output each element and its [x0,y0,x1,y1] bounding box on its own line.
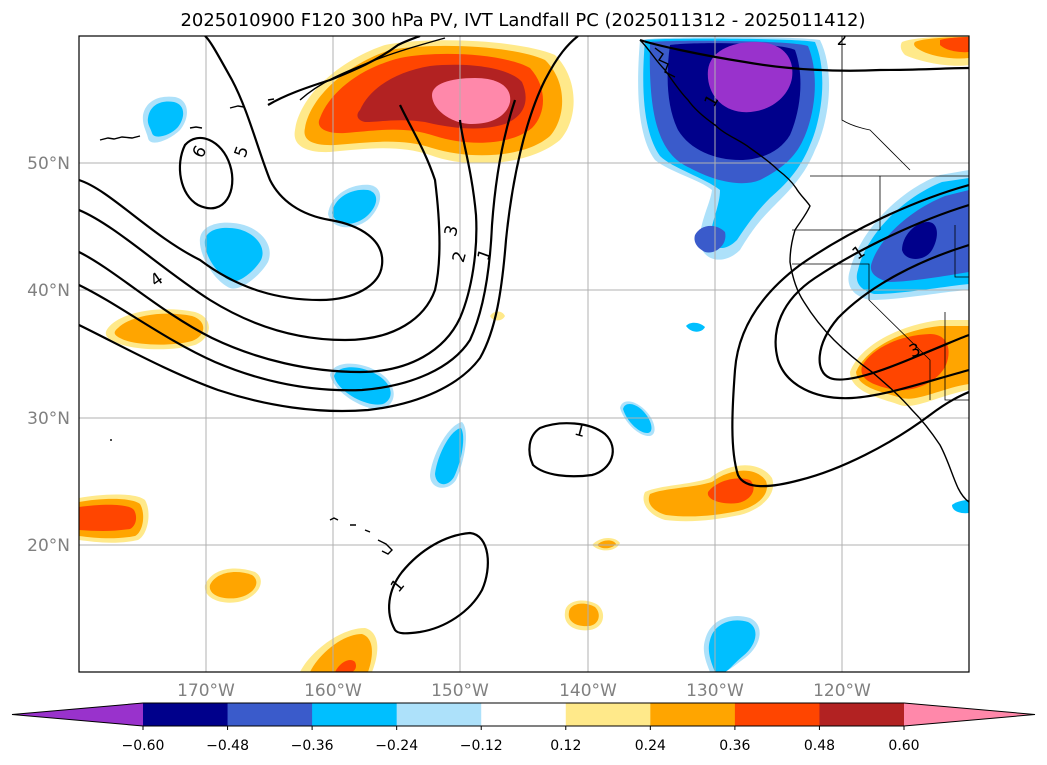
colorbar-tick-label: −0.48 [206,738,249,754]
contour-line [528,422,614,478]
contour-line [178,136,234,210]
colorbar-tick-label: 0.48 [804,738,835,754]
colorbar-tick-label: −0.60 [122,738,165,754]
pv-negative-region [708,620,756,672]
longitude-labels: 170°W 160°W 150°W 140°W 130°W 120°W [177,681,871,701]
map-title: 2025010900 F120 300 hPa PV, IVT Landfall… [180,10,865,31]
colorbar-segment [143,703,229,726]
coastline-islands [189,98,275,129]
colorbar: −0.60 −0.48 −0.36 −0.24 −0.12 0.12 0.24 0.36 0.4… [11,702,1036,754]
contour-line [79,104,441,342]
pv-negative-region [694,225,726,253]
colorbar-segment [396,703,482,726]
lon-label: 140°W [559,681,617,701]
ivt-contours [79,36,969,635]
lon-label: 160°W [304,681,362,701]
lon-label: 170°W [177,681,235,701]
graticule [79,36,969,672]
colorbar-segment [227,703,313,726]
contour-label: 1 [474,246,496,263]
colorbar-tick-label: −0.36 [291,738,334,754]
pv-negative-region [147,101,184,137]
pv-negative-region [204,227,263,282]
contour-label: 3 [441,223,463,239]
lat-label: 40°N [27,281,70,301]
colorbar-tick-label: −0.12 [460,738,503,754]
pv-negative-region [435,428,464,485]
colorbar-segment [650,703,736,726]
border-states [792,229,931,400]
border-states-2 [879,176,969,278]
contour-label: 2 [837,30,848,50]
map-panel: 6 5 4 3 2 1 1 1 1 2 3 1 [79,30,969,672]
coastline-aleutians [99,135,141,141]
colorbar-segment [312,703,398,726]
colorbar-tick-label: 0.36 [719,738,750,754]
pv-positive-region [432,78,511,124]
contour-line [79,36,579,413]
pv-negative-region [623,403,652,434]
pv-positive-region [707,478,754,504]
pv-positive-region [310,634,372,672]
contour-label: 1 [572,420,588,442]
colorbar-segment [734,703,820,726]
border-states-3 [944,312,969,401]
contour-line [79,99,517,392]
contour-line [79,119,478,374]
coastline-hawaii [329,517,393,555]
pv-positive-region [335,660,356,672]
pv-positive-region [209,572,257,599]
contour-line [79,36,384,302]
pv-negative-region [334,367,391,405]
colorbar-extend-min [12,703,143,726]
border-canada [841,36,911,171]
map-frame [78,35,970,673]
pv-negative-region [952,500,969,514]
lon-label: 120°W [813,681,871,701]
pv-negative-region [686,322,705,332]
contour-line [388,531,489,635]
colorbar-segment [819,703,905,726]
pv-shading [79,36,969,672]
colorbar-tick-label: 0.24 [635,738,666,754]
contour-label: 2 [449,249,471,265]
colorbar-segment [565,703,651,726]
contour-line [267,36,421,106]
lat-label: 20°N [27,536,70,556]
contour-label: 6 [189,142,212,161]
colorbar-segment [481,703,567,726]
pv-negative-region [902,222,937,259]
contour-line [731,183,969,488]
colorbar-extend-max [904,703,1035,726]
contour-label: 4 [147,269,167,292]
colorbar-tick-label: 0.60 [888,738,919,754]
pv-positive-region [79,504,137,531]
lon-label: 150°W [431,681,489,701]
colorbar-tick-label: −0.24 [375,738,418,754]
lat-label: 30°N [27,409,70,429]
pv-positive-region [568,603,599,627]
lon-label: 130°W [686,681,744,701]
coastline-alaska-panhandle [654,47,676,78]
pv-positive-region [940,37,969,53]
colorbar-tick-label: 0.12 [550,738,581,754]
contour-line [818,243,969,381]
pv-negative-region [332,189,377,224]
contour-line [639,38,969,72]
contour-line [774,203,969,400]
pv-positive-region [490,311,505,321]
political-borders [792,36,969,401]
contour-label: 5 [231,143,253,160]
lat-label: 50°N [27,154,70,174]
pv-positive-region [597,540,616,549]
latitude-labels: 50°N 40°N 30°N 20°N [27,154,70,556]
